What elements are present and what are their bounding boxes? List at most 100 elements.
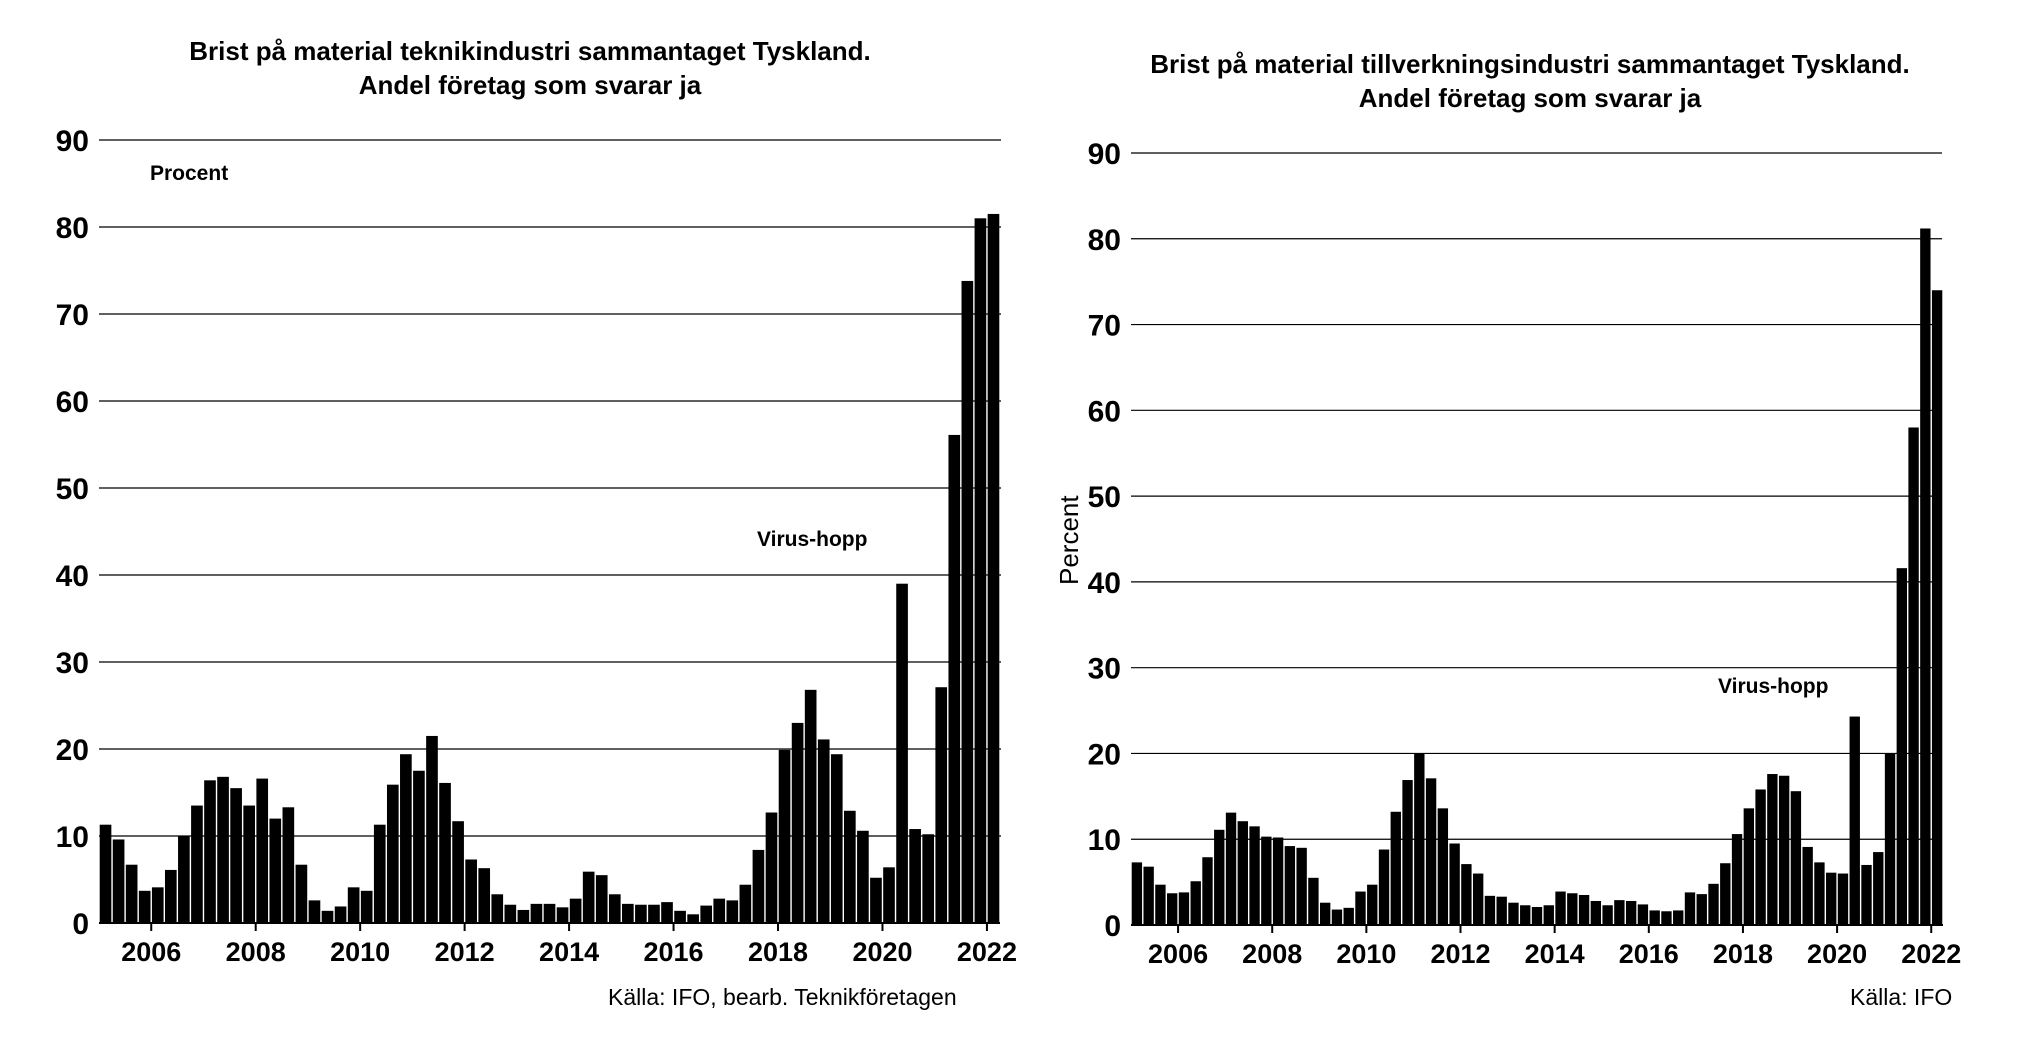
chart-0-bar	[674, 910, 686, 923]
chart-left-subtitle: Andel företag som svarar ja	[358, 70, 702, 100]
chart-0-bar	[648, 904, 660, 923]
chart-0-xtick-label: 2022	[957, 937, 1017, 967]
chart-1-bar	[1331, 909, 1343, 925]
chart-0-bar	[778, 749, 791, 923]
chart-1-bar	[1578, 894, 1590, 925]
chart-1-bar	[1743, 808, 1755, 925]
chart-0-bar	[974, 218, 987, 924]
chart-1-bar	[1802, 846, 1813, 925]
chart-0-bar	[295, 864, 308, 923]
chart-1-bar	[1319, 902, 1331, 925]
chart-1-bar	[1873, 852, 1884, 925]
chart-0-xtick-label: 2020	[852, 937, 912, 967]
chart-1-bar	[1908, 427, 1919, 925]
chart-1-bar	[1378, 849, 1390, 925]
chart-0-ytick-label: 10	[56, 821, 89, 854]
chart-1-ytick-label: 40	[1088, 567, 1121, 600]
chart-0-bar	[191, 805, 203, 923]
chart-1-bar	[1484, 895, 1496, 925]
chart-1-bar	[1849, 716, 1860, 925]
chart-0-bar	[243, 805, 255, 923]
chart-0-bar	[217, 776, 229, 923]
chart-0-ytick-label: 60	[56, 386, 89, 419]
chart-0-bar	[347, 887, 360, 923]
chart-0-bar	[360, 890, 373, 923]
chart-1-bar	[1684, 892, 1696, 925]
chart-1-bar	[1884, 753, 1896, 925]
chart-right-subtitle: Andel företag som svarar ja	[1358, 83, 1702, 113]
chart-1-ytick-label: 20	[1088, 738, 1121, 771]
chart-1-bar	[1649, 910, 1660, 925]
chart-1-ytick-label: 80	[1088, 224, 1121, 257]
chart-1-xtick-label: 2020	[1807, 939, 1867, 969]
chart-0-bar	[844, 810, 856, 923]
chart-0-bar	[125, 864, 138, 923]
chart-1-xtick-label: 2006	[1148, 939, 1208, 969]
chart-1-bar	[1472, 873, 1484, 925]
chart-left-unit-label: Procent	[150, 162, 229, 185]
chart-0-bar	[726, 900, 739, 923]
chart-0-xtick-label: 2014	[539, 937, 599, 967]
chart-0-bar	[491, 894, 504, 923]
chart-1-bar	[1202, 857, 1213, 925]
chart-1-ytick-label: 30	[1088, 653, 1121, 686]
chart-right-title-block: Brist på material tillverkningsindustri …	[1050, 47, 2010, 115]
chart-1-bar	[1520, 905, 1531, 925]
chart-1-bar	[1367, 884, 1378, 925]
chart-1-bar	[1155, 884, 1166, 925]
chart-1-bar	[1543, 905, 1554, 925]
chart-1-bar	[1920, 228, 1931, 926]
chart-1-bar	[1567, 893, 1578, 925]
chart-0-bar	[282, 807, 295, 923]
chart-1-bar	[1143, 866, 1154, 925]
chart-1-xtick-label: 2008	[1242, 939, 1302, 969]
chart-1-bar	[1308, 877, 1319, 925]
chart-0-bar	[204, 780, 216, 923]
chart-left-title: Brist på material teknikindustri sammant…	[189, 36, 871, 66]
chart-0-bar	[504, 904, 517, 923]
chart-1-bar	[1931, 290, 1943, 925]
chart-1-xtick-label: 2022	[1901, 939, 1961, 969]
chart-0-bar	[452, 821, 464, 923]
chart-1-bar	[1343, 907, 1354, 925]
chart-0-bar	[608, 894, 621, 923]
chart-1-bar	[1731, 834, 1743, 925]
chart-0-bar	[164, 869, 177, 923]
chart-0-ytick-label: 30	[56, 647, 89, 680]
chart-1-bar	[1896, 568, 1907, 925]
chart-0-ytick-label: 70	[56, 299, 89, 332]
chart-1-ytick-label: 10	[1088, 824, 1121, 857]
chart-1-bar	[1708, 883, 1719, 925]
chart-1-bar	[1425, 778, 1437, 925]
chart-1-bar	[1814, 862, 1825, 925]
chart-1-xtick-label: 2010	[1336, 939, 1396, 969]
chart-1-bar	[1296, 847, 1307, 925]
chart-1-bar	[1402, 780, 1413, 925]
chart-0-bar	[373, 824, 386, 923]
chart-1-xtick-label: 2018	[1713, 939, 1773, 969]
chart-0-bar	[465, 859, 477, 923]
chart-0-bar	[817, 739, 830, 923]
chart-1-bar	[1237, 821, 1248, 925]
chart-1-bar	[1461, 864, 1472, 925]
chart-0-bar	[151, 887, 164, 923]
chart-0-bar	[178, 836, 190, 923]
chart-0-bar	[791, 722, 804, 923]
chart-0-bar	[765, 812, 778, 923]
chart-right-source: Källa: IFO	[1850, 984, 1953, 1010]
chart-0-bar	[713, 898, 726, 923]
chart-1-bar	[1767, 774, 1778, 925]
chart-0-ytick-label: 90	[56, 125, 89, 158]
chart-0-bar	[870, 877, 882, 923]
chart-1-bar	[1696, 894, 1707, 925]
chart-1-bar	[1778, 775, 1790, 925]
chart-1-bar	[1837, 873, 1849, 925]
chart-0-ytick-label: 20	[56, 734, 89, 767]
chart-0-bar	[804, 689, 817, 923]
chart-0-bar	[635, 904, 647, 923]
chart-0-bar	[269, 818, 282, 923]
chart-1-bar	[1437, 808, 1449, 925]
chart-0-bar	[857, 830, 869, 923]
chart-0-ytick-label: 50	[56, 473, 89, 506]
chart-1-bar	[1131, 862, 1143, 925]
